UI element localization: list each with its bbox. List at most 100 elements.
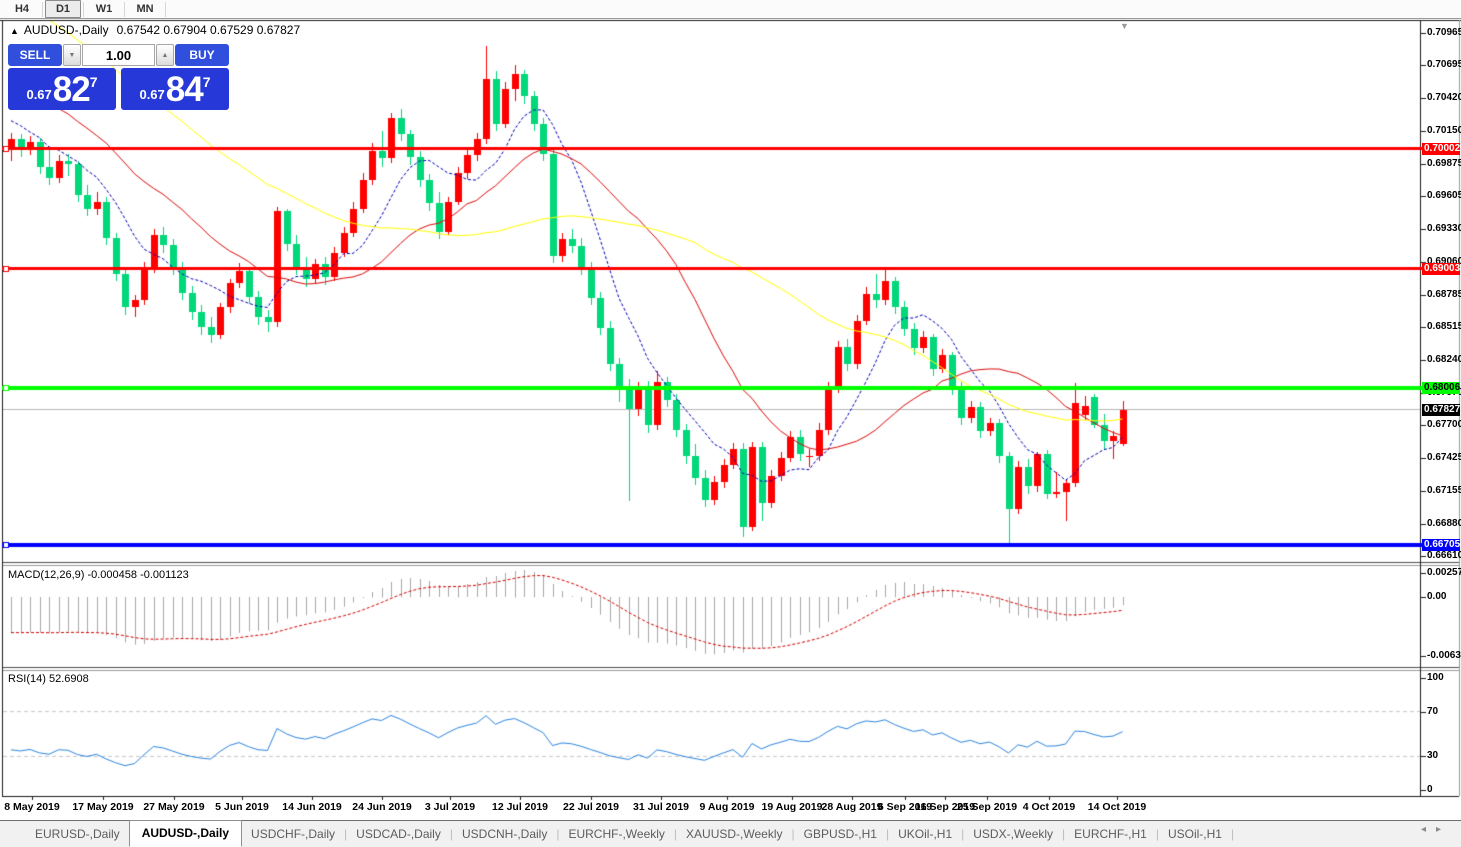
buy-price-sup: 7 [202,74,211,90]
tab-eurusd-daily[interactable]: EURUSD-,Daily [35,827,120,841]
date-axis-label: 8 May 2019 [4,801,60,813]
chart-scroll-marker-icon[interactable]: ▼ [1120,21,1129,31]
chart-title: ▲ AUDUSD-,Daily 0.67542 0.67904 0.67529 0.… [10,23,300,37]
tab-audusd-daily[interactable]: AUDUSD-,Daily [128,819,243,847]
date-axis-label: 27 May 2019 [143,801,205,813]
timeframe-toolbar: H4 D1 W1 MN [0,0,1461,19]
date-axis-label: 4 Oct 2019 [1022,801,1076,813]
tab-separator: | [1062,827,1066,841]
price-tick-label: 0.67425 [1427,452,1461,464]
date-axis-label: 28 Aug 2019 [821,801,883,813]
timeframe-button-mn[interactable]: MN [136,3,154,15]
date-axis-label: 6 Sep 2019 [877,801,933,813]
volume-increase-button[interactable]: ▲ [156,44,174,66]
price-tick-label: 0.66610 [1427,549,1461,561]
toolbar-separator [83,1,84,17]
tab-usdcad-daily[interactable]: USDCAD-,Daily [356,827,441,841]
timeframe-button-w1[interactable]: W1 [95,3,113,15]
rsi-indicator-label: RSI(14) 52.6908 [8,673,89,685]
sell-price-prefix: 0.67 [26,87,52,102]
one-click-trade-panel: SELL ▼ 1.00 ▲ BUY 0.67 82 7 0.67 84 7 [8,44,229,110]
volume-input[interactable]: 1.00 [82,44,155,66]
date-axis-label: 16 Sep 2019 [914,801,976,813]
toolbar-separator [42,1,43,17]
tab-separator: | [885,827,890,841]
buy-price-big: 84 [165,70,204,109]
volume-decrease-button[interactable]: ▼ [63,44,81,66]
hline-price-label: 0.69003 [1422,262,1461,275]
tab-ukoil-h1[interactable]: UKOil-,H1 [898,827,953,841]
hline-price-label: 0.66705 [1422,538,1461,551]
sell-price-sup: 7 [89,74,98,90]
date-axis-label: 24 Jun 2019 [352,801,412,813]
symbol-tabbar: EURUSD-,Daily AUDUSD-,Daily USDCHF-,Daily |… [0,819,1461,847]
date-axis-label: 17 May 2019 [72,801,134,813]
macd-indicator-label: MACD(12,26,9) -0.000458 -0.001123 [8,569,189,581]
toolbar-separator [124,1,125,17]
toolbar-separator [165,1,166,17]
tab-separator: | [344,827,348,841]
date-axis-label: 19 Aug 2019 [761,801,823,813]
price-tick-label: 0.67700 [1427,419,1461,431]
price-tick-label: 0.68515 [1427,321,1461,333]
sell-button[interactable]: SELL [8,44,62,66]
tab-separator: | [791,827,795,841]
date-axis-label: 22 Jul 2019 [562,801,620,813]
buy-button[interactable]: BUY [175,44,229,66]
price-tick-label: 0.69060 [1427,255,1461,267]
chart-symbol-label: AUDUSD-,Daily [23,23,109,37]
buy-price-tile[interactable]: 0.67 84 7 [121,68,229,110]
macd-tick-label: -0.006326 [1427,650,1461,661]
tab-usoil-h1[interactable]: USOil-,H1 [1167,827,1222,841]
tab-usdchf-daily[interactable]: USDCHF-,Daily [251,827,336,841]
tab-separator: | [1155,827,1159,841]
price-tick-label: 0.68240 [1427,354,1461,366]
rsi-tick-label: 30 [1427,750,1439,762]
timeframe-button-h4[interactable]: H4 [14,3,30,15]
tab-eurchf-weekly[interactable]: EURCHF-,Weekly [568,827,665,841]
tab-separator: | [556,827,560,841]
date-axis-label: 14 Oct 2019 [1087,801,1147,813]
tab-usdcnh-daily[interactable]: USDCNH-,Daily [461,827,548,841]
tab-scroll-left-icon[interactable]: ◂ [1420,824,1436,835]
tab-xauusd-weekly[interactable]: XAUUSD-,Weekly [686,827,783,841]
tab-usdx-weekly[interactable]: USDX-,Weekly [973,827,1054,841]
date-axis-label: 12 Jul 2019 [491,801,549,813]
price-tick-label: 0.70150 [1427,124,1461,136]
tab-eurchf-h1[interactable]: EURCHF-,H1 [1074,827,1147,841]
tab-scroll-right-icon[interactable]: ▸ [1435,824,1451,835]
current-price-label: 0.67827 [1422,403,1461,416]
date-axis-label: 3 Jul 2019 [424,801,476,813]
tab-separator: | [449,827,453,841]
date-axis-label: 5 Jun 2019 [215,801,269,813]
sell-price-big: 82 [52,70,91,109]
macd-tick-label: 0.002574 [1427,566,1461,578]
timeframe-button-d1[interactable]: D1 [45,0,81,18]
tab-gbpusd-h1[interactable]: GBPUSD-,H1 [803,827,877,841]
price-tick-label: 0.70420 [1427,92,1461,104]
rsi-tick-label: 100 [1427,672,1444,683]
date-axis-label: 31 Jul 2019 [632,801,690,813]
price-tick-label: 0.68785 [1427,288,1461,300]
hline-price-label: 0.70002 [1422,142,1461,155]
tab-scroll-arrows: ◂▸ [1421,824,1451,835]
price-tick-label: 0.70965 [1427,27,1461,38]
tab-separator: | [673,827,678,841]
tab-separator: | [961,827,965,841]
hline-price-label: 0.68006 [1422,382,1461,395]
date-axis-label: 25 Sep 2019 [956,801,1018,813]
price-tick-label: 0.69875 [1427,157,1461,169]
sell-price-tile[interactable]: 0.67 82 7 [8,68,116,110]
price-tick-label: 0.66880 [1427,517,1461,529]
rsi-tick-label: 0 [1427,784,1433,795]
buy-price-prefix: 0.67 [139,87,165,102]
chart-ohlc-values: 0.67542 0.67904 0.67529 0.67827 [116,23,301,37]
price-tick-label: 0.70695 [1427,59,1461,71]
date-axis-label: 9 Aug 2019 [699,801,755,813]
price-tick-label: 0.69330 [1427,223,1461,235]
rsi-tick-label: 70 [1427,705,1439,717]
collapse-arrow-icon[interactable]: ▲ [10,26,19,36]
price-tick-label: 0.69605 [1427,190,1461,202]
